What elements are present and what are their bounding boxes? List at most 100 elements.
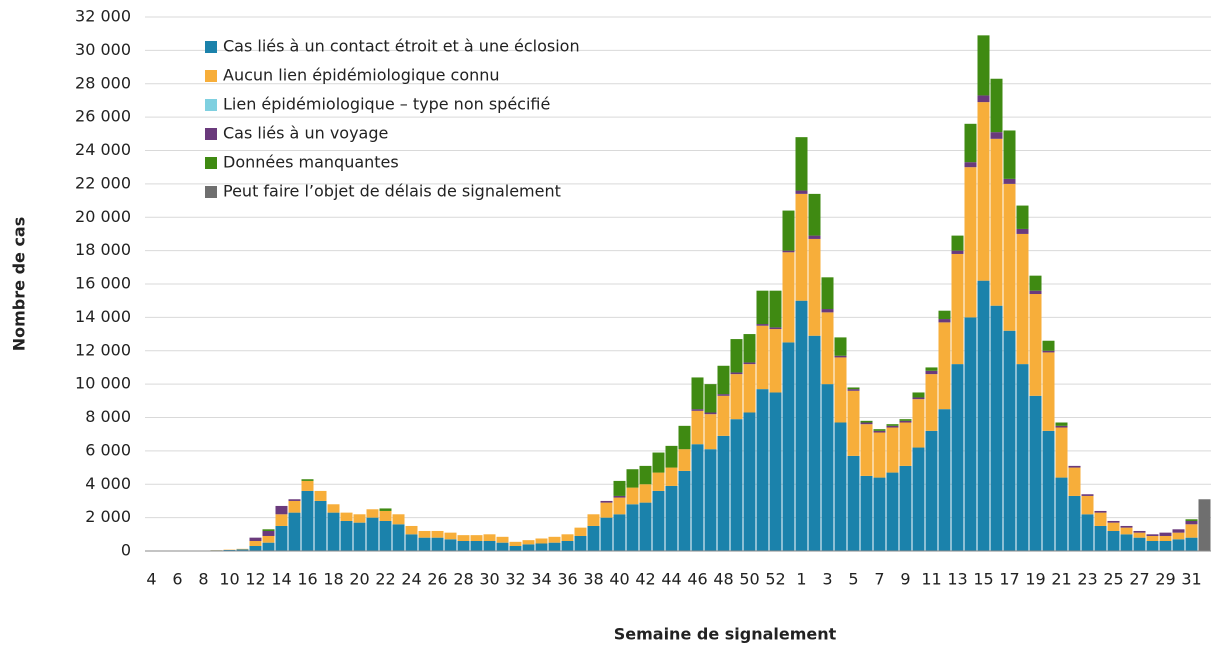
x-tick-label: 7 xyxy=(874,570,884,589)
bar-segment xyxy=(756,324,769,326)
bar-segment xyxy=(613,514,626,551)
bar-segment xyxy=(1003,130,1016,179)
x-tick-label: 48 xyxy=(713,570,733,589)
x-tick-label: 36 xyxy=(557,570,577,589)
bar-segment xyxy=(756,325,769,390)
bar-segment xyxy=(678,470,691,551)
y-tick-label: 4 000 xyxy=(85,474,131,493)
bar-segment xyxy=(548,542,561,551)
bar-segment xyxy=(782,250,795,253)
bar-segment xyxy=(964,317,977,551)
bar-segment xyxy=(275,514,288,526)
bar-segment xyxy=(1029,395,1042,551)
bar-segment xyxy=(236,548,249,550)
bar-segment xyxy=(925,430,938,551)
bar-segment xyxy=(925,370,938,375)
bar-segment xyxy=(379,510,392,521)
y-tick-label: 24 000 xyxy=(75,140,131,159)
bar-segment xyxy=(795,137,808,191)
bar-segment xyxy=(652,452,665,473)
bar-segment xyxy=(808,193,821,236)
bar-segment xyxy=(1107,530,1120,551)
bar-segment xyxy=(1055,477,1068,551)
bar-segment xyxy=(522,544,535,551)
bar-segment xyxy=(600,517,613,551)
bar-segment xyxy=(262,535,275,543)
bar-segment xyxy=(340,520,353,551)
bar-segment xyxy=(990,138,1003,306)
bar-segment xyxy=(561,534,574,541)
bar-segment xyxy=(1159,535,1172,541)
bar-segment xyxy=(717,365,730,395)
bar-segment xyxy=(691,377,704,410)
bar-segment xyxy=(977,102,990,281)
x-tick-label: 24 xyxy=(401,570,421,589)
bar-segment xyxy=(691,409,704,411)
y-axis-title: Nombre de cas xyxy=(10,217,29,352)
y-tick-label: 6 000 xyxy=(85,440,131,459)
bar-segment xyxy=(1081,494,1094,496)
bar-segment xyxy=(1042,430,1055,551)
bar-segment xyxy=(613,480,626,496)
bar-segment xyxy=(1159,532,1172,536)
legend-label: Données manquantes xyxy=(223,153,399,172)
bar-segment xyxy=(652,490,665,551)
y-tick-label: 18 000 xyxy=(75,240,131,259)
bar-segment xyxy=(1133,537,1146,551)
bar-segment xyxy=(249,537,262,541)
bar-segment xyxy=(418,530,431,538)
bar-segment xyxy=(730,374,743,420)
bar-segment xyxy=(327,512,340,551)
bar-segment xyxy=(951,253,964,365)
bar-segment xyxy=(1068,495,1081,551)
bar-segment xyxy=(1146,535,1159,541)
bar-segment xyxy=(262,542,275,551)
x-tick-label: 9 xyxy=(900,570,910,589)
bar-segment xyxy=(886,427,899,473)
bar-segment xyxy=(977,280,990,551)
bar-segment xyxy=(613,495,626,498)
y-tick-label: 10 000 xyxy=(75,374,131,393)
bar-segment xyxy=(717,435,730,551)
bar-segment xyxy=(678,425,691,450)
bar-segment xyxy=(704,412,717,415)
bar-segment xyxy=(509,541,522,546)
x-tick-label: 15 xyxy=(973,570,993,589)
x-tick-label: 3 xyxy=(822,570,832,589)
bar-segment xyxy=(691,410,704,445)
y-tick-label: 0 xyxy=(121,541,131,560)
x-tick-label: 32 xyxy=(505,570,525,589)
bar-segment xyxy=(665,445,678,468)
y-tick-label: 12 000 xyxy=(75,340,131,359)
legend-label: Aucun lien épidémiologique connu xyxy=(223,66,500,85)
bar-segment xyxy=(717,395,730,436)
bar-segment xyxy=(808,235,821,239)
bar-segment xyxy=(1003,178,1016,184)
x-axis-title: Semaine de signalement xyxy=(614,625,837,644)
bar-segment xyxy=(1016,364,1029,551)
legend-swatch xyxy=(205,41,217,53)
bar-segment xyxy=(275,505,288,515)
bar-segment xyxy=(808,238,821,336)
bar-segment xyxy=(431,530,444,538)
bar-segment xyxy=(899,465,912,551)
bar-segment xyxy=(353,514,366,523)
bar-segment xyxy=(1016,233,1029,365)
bar-segment xyxy=(639,484,652,503)
bar-segment xyxy=(431,537,444,551)
bar-segment xyxy=(392,514,405,525)
bar-segment xyxy=(743,362,756,365)
bar-segment xyxy=(626,504,639,551)
bar-segment xyxy=(314,490,327,501)
bar-segment xyxy=(353,522,366,551)
bar-segment xyxy=(730,419,743,551)
bar-segment xyxy=(886,472,899,551)
bar-segment xyxy=(288,500,301,513)
bar-segment xyxy=(990,132,1003,139)
bar-segment xyxy=(873,429,886,431)
bar-segment xyxy=(860,422,873,425)
x-tick-label: 20 xyxy=(349,570,369,589)
bar-segment xyxy=(691,444,704,551)
x-tick-label: 25 xyxy=(1103,570,1123,589)
